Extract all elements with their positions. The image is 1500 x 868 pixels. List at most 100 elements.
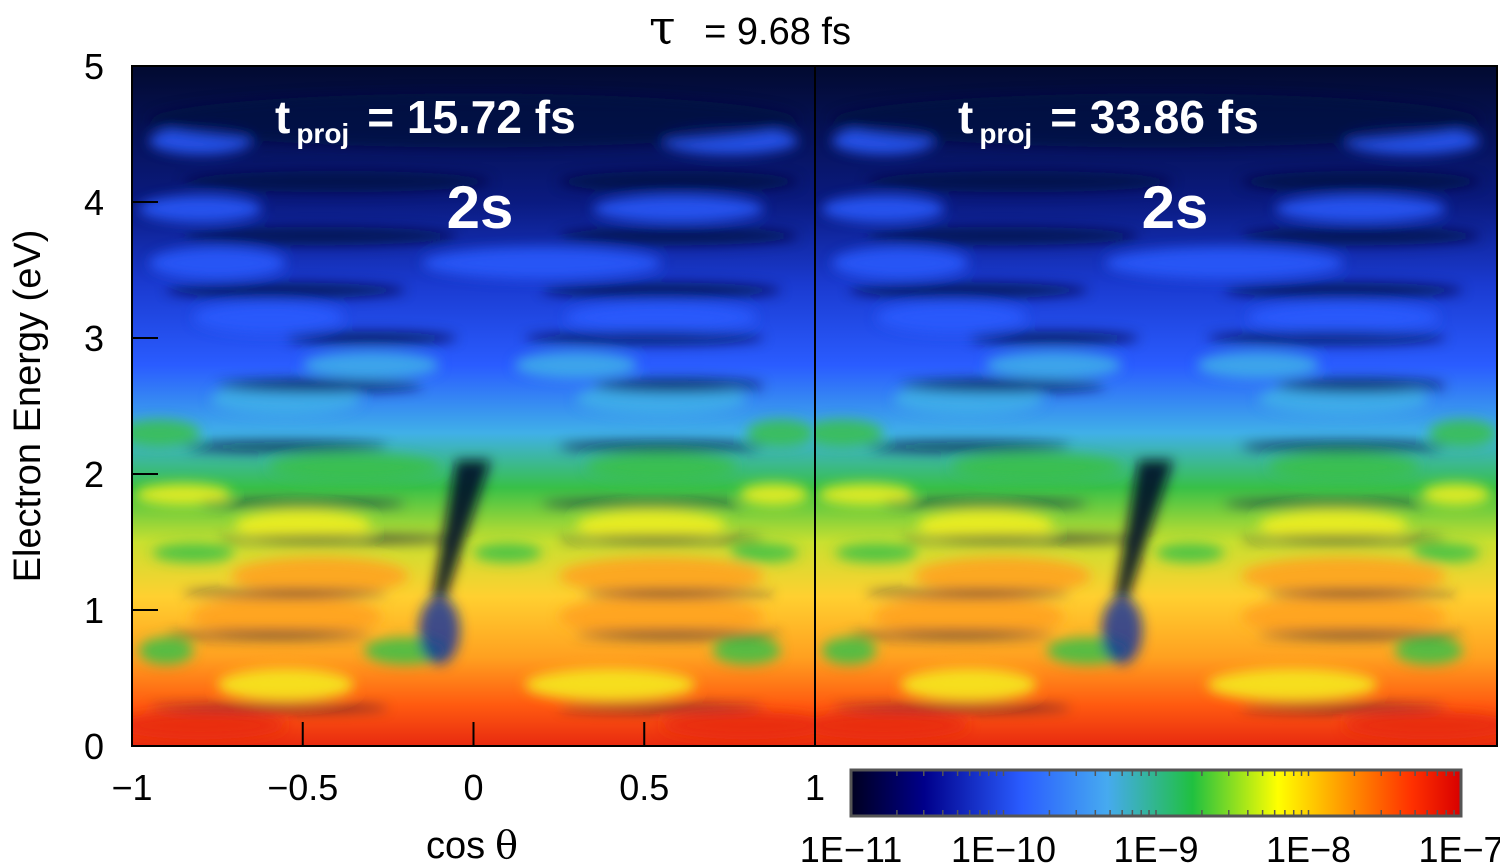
y-tick-label: 4 (84, 182, 104, 223)
fringe-node (1224, 499, 1429, 509)
fringe-node (866, 589, 1071, 598)
colorbar-tick-label: 1E−11 (800, 829, 902, 868)
fringe-lobe (231, 556, 409, 596)
fringe-node (524, 331, 764, 345)
fringe-lobe (1104, 246, 1344, 280)
fringe-node (866, 170, 1174, 193)
fringe-node (1224, 282, 1463, 299)
fringe-lobe (1196, 351, 1320, 379)
fringe-lobe (149, 246, 286, 280)
fringe-lobe (190, 595, 382, 639)
fringe-lobe (900, 668, 1037, 702)
fringe-lobe (712, 637, 781, 665)
fringe-node (149, 93, 798, 148)
fringe-node (575, 630, 781, 639)
title-value: = 9.68 fs (704, 11, 851, 53)
fringe-lobe (951, 453, 1122, 481)
fringe-lobe (473, 543, 542, 563)
fringe-node (849, 630, 1054, 639)
fringe-node (1207, 331, 1446, 345)
y-tick-label: 1 (84, 590, 104, 631)
fringe-node (1241, 441, 1446, 453)
fringe-lobe (302, 351, 440, 379)
y-tick-label: 0 (84, 726, 104, 767)
fringe-node (558, 704, 764, 712)
fringe-lobe (132, 712, 286, 740)
fringe-node (1241, 704, 1446, 712)
fringe-lobe (1421, 483, 1491, 506)
panel-right-state-label: 2s (1142, 174, 1209, 241)
y-axis-label: Electron Energy (eV) (7, 230, 49, 583)
fringe-lobe (815, 419, 884, 447)
fringe-lobe (1275, 195, 1446, 223)
fringe-lobe (985, 351, 1122, 379)
fringe-node (166, 282, 406, 299)
fringe-lobe (818, 483, 914, 506)
fringe-node (593, 378, 764, 393)
fringe-lobe (193, 301, 344, 334)
fringe-lobe (1428, 419, 1497, 447)
fringe-lobe (138, 637, 194, 665)
panel-right-time-label: t proj = 33.86 fs (958, 91, 1259, 149)
fringe-node (849, 282, 1088, 299)
fringe-lobe (1248, 301, 1440, 334)
fringe-lobe (739, 483, 809, 506)
fringe-lobe (1156, 543, 1225, 563)
fringe-lobe (234, 509, 372, 542)
fringe-lobe (558, 556, 764, 596)
fringe-node (832, 93, 1480, 148)
fringe-lobe (565, 301, 757, 334)
fringe-lobe (1241, 595, 1446, 639)
fringe-node (200, 499, 406, 509)
fringe-lobe (1258, 509, 1409, 542)
y-axis: 0 1 2 3 4 5 (84, 46, 158, 767)
y-tick-label: 2 (84, 454, 104, 495)
fringe-lobe (661, 712, 815, 740)
fringe-node (866, 441, 1071, 453)
colorbar-tick-label: 1E−8 (1266, 829, 1351, 868)
y-tick-label: 3 (84, 318, 104, 359)
colorbar: 1E−11 1E−10 1E−9 1E−8 1E−7 (800, 768, 1500, 868)
fringe-lobe (746, 419, 815, 447)
fringe-lobe (586, 453, 737, 481)
fringe-lobe (1394, 637, 1463, 665)
y-tick-label: 5 (84, 46, 104, 87)
fringe-node (558, 441, 764, 453)
fringe-node (558, 226, 798, 246)
fringe-node (582, 589, 775, 598)
fringe-lobe (1343, 712, 1497, 740)
fringe-node (285, 331, 457, 345)
fringe-node (900, 535, 1139, 544)
panel-left-time-label: t proj = 15.72 fs (275, 91, 576, 149)
central-node-streak (432, 460, 491, 597)
fringe-node (541, 282, 781, 299)
title-tau-symbol: τ (649, 0, 676, 56)
central-node-tail (1101, 596, 1143, 665)
central-node-streak (1115, 460, 1174, 597)
central-node-tail (418, 596, 460, 665)
fringe-node (1258, 630, 1463, 639)
fringe-node (1275, 378, 1446, 393)
fringe-lobe (217, 668, 354, 702)
fringe-lobe (872, 595, 1064, 639)
interference-fringes-right (815, 93, 1497, 740)
fringe-lobe (422, 246, 662, 280)
fringe-node (217, 535, 457, 544)
x-tick-label: 1 (805, 767, 825, 808)
fringe-node (558, 535, 764, 544)
fringe-lobe (152, 543, 235, 563)
x-axis-label: cos θ (426, 823, 518, 867)
fringe-node (1241, 226, 1480, 246)
fringe-lobe (132, 419, 201, 447)
colorbar-tick-label: 1E−9 (1113, 829, 1198, 868)
colorbar-gradient (849, 768, 1463, 818)
heatmap-panel-right (815, 66, 1497, 746)
fringe-node (541, 499, 747, 509)
x-tick-label: 0 (463, 767, 483, 808)
heatmap-panel-left (132, 66, 815, 746)
fringe-node (866, 226, 1139, 246)
chart-title: τ = 9.68 fs (649, 0, 851, 56)
fringe-lobe (821, 637, 877, 665)
fringe-lobe (821, 195, 945, 223)
fringe-lobe (524, 668, 696, 702)
